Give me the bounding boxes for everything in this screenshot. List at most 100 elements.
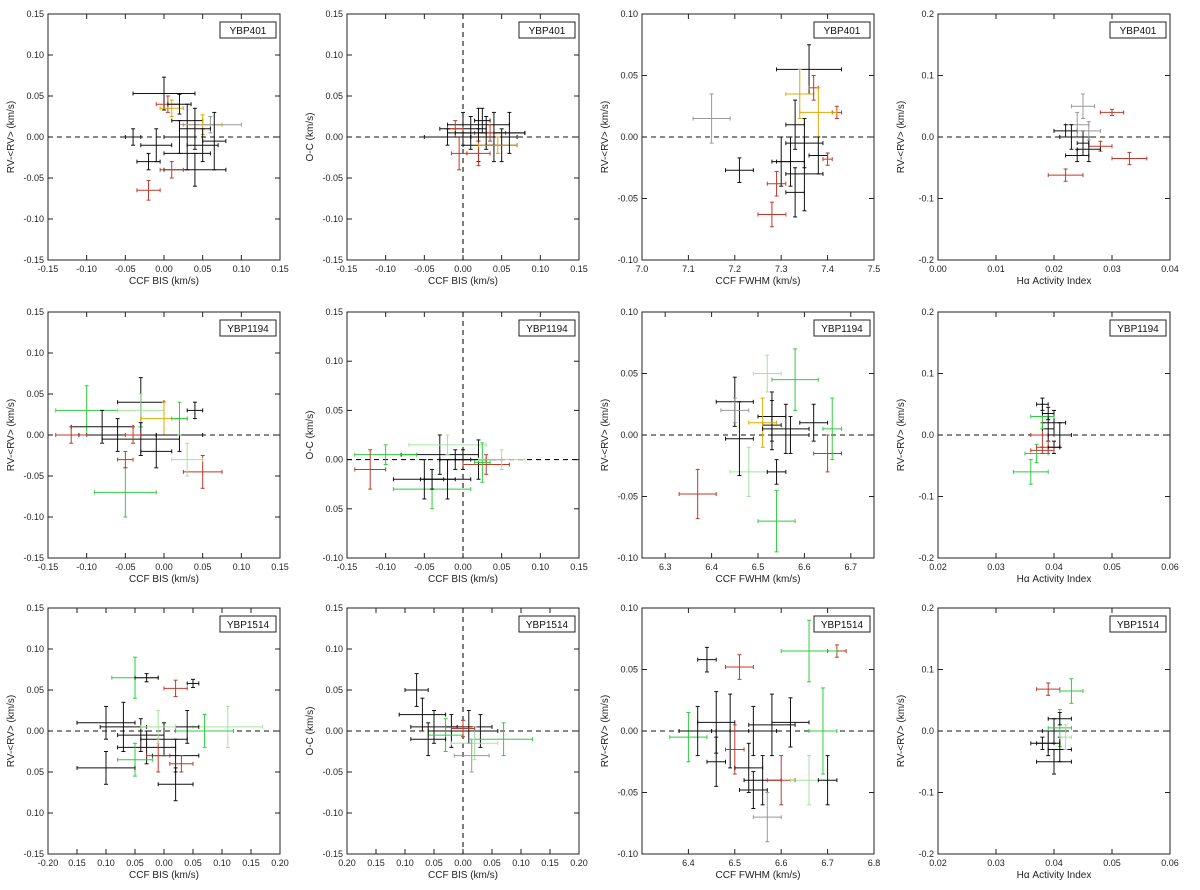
x-tick-label: -0.05 <box>414 264 435 274</box>
data-point <box>117 450 134 469</box>
data-point <box>817 755 838 806</box>
y-axis-label: RV-<RV> (km/s) <box>896 399 907 471</box>
x-tick-label: -0.10 <box>76 264 97 274</box>
data-point <box>1076 121 1101 141</box>
x-tick-label: 6.4 <box>682 858 695 868</box>
data-point <box>1047 168 1084 182</box>
y-tick-label: -0.1 <box>918 492 934 502</box>
star-label: YBP1194 <box>821 324 863 335</box>
star-label-box <box>813 21 871 39</box>
data-point <box>124 128 142 146</box>
x-tick-label: 0.06 <box>1161 858 1179 868</box>
plot-frame <box>641 13 875 261</box>
y-tick-label: 0.00 <box>26 726 44 736</box>
data-point <box>140 722 188 757</box>
data-point <box>771 416 810 454</box>
y-tick-label: -0.15 <box>23 255 44 265</box>
data-point <box>1111 151 1148 166</box>
x-tick-label: 0.15 <box>68 858 86 868</box>
x-tick-label: -0.10 <box>375 264 396 274</box>
x-tick-label: 6.8 <box>868 858 881 868</box>
data-point <box>729 446 768 497</box>
star-label: YBP401 <box>529 26 566 37</box>
x-tick-label: 6.3 <box>659 562 672 572</box>
star-label-box <box>813 319 871 337</box>
x-tick-label: 0.05 <box>425 858 443 868</box>
x-tick-label: -0.05 <box>115 562 136 572</box>
x-tick-label: -0.15 <box>38 264 59 274</box>
data-point <box>474 107 491 134</box>
x-tick-label: 0.20 <box>271 858 289 868</box>
data-point <box>692 93 731 144</box>
data-point <box>1070 93 1096 120</box>
y-tick-label: 0.15 <box>26 307 44 317</box>
x-axis-label: CCF FWHM (km/s) <box>716 574 801 585</box>
subplot-2-1: -0.15 -0.10 -0.05 0.00 0.05 0.10 0.15 -0.15 -0.1… <box>6 307 289 585</box>
x-tick-label: 0.00 <box>454 858 472 868</box>
x-tick-label: 0.05 <box>184 858 202 868</box>
data-point <box>427 718 464 752</box>
x-axis-label: CCF BIS (km/s) <box>129 276 199 287</box>
x-tick-label: 7.1 <box>682 264 695 274</box>
data-point <box>462 714 499 748</box>
y-tick-label: 0.05 <box>620 665 638 675</box>
y-tick-label: 0.05 <box>325 405 343 415</box>
data-point <box>146 738 171 773</box>
star-label-box <box>518 319 576 337</box>
x-tick-label: -0.15 <box>38 562 59 572</box>
y-tick-label: 0.2 <box>921 9 934 19</box>
x-tick-label: 0.05 <box>1103 562 1121 572</box>
data-point <box>453 738 490 773</box>
data-point <box>450 719 476 738</box>
data-point <box>1030 446 1055 454</box>
data-point <box>1076 130 1090 156</box>
data-point <box>1036 748 1072 775</box>
x-tick-label: 0.15 <box>242 858 260 868</box>
x-tick-label: 0.10 <box>532 562 550 572</box>
data-point <box>171 442 204 477</box>
data-point <box>738 771 768 809</box>
x-tick-label: 6.5 <box>752 562 765 572</box>
y-tick-label: 0.10 <box>325 50 343 60</box>
star-label-box <box>219 319 277 337</box>
data-point <box>752 792 782 843</box>
x-tick-label: 0.05 <box>126 858 144 868</box>
x-axis-label: Hα Activity Index <box>1017 276 1092 287</box>
y-tick-label: 0.15 <box>26 9 44 19</box>
data-point <box>1041 718 1067 744</box>
y-tick-label: 0.10 <box>325 644 343 654</box>
data-point <box>140 128 173 163</box>
x-tick-label: 0.03 <box>987 562 1005 572</box>
x-tick-label: 0.15 <box>271 264 289 274</box>
y-tick-label: 0.10 <box>26 808 44 818</box>
x-tick-label: 0.04 <box>1161 264 1179 274</box>
x-tick-label: 0.15 <box>570 562 588 572</box>
y-tick-label: 0.00 <box>325 132 343 142</box>
data-point <box>822 397 843 461</box>
x-tick-label: 7.3 <box>775 264 788 274</box>
data-point <box>757 201 787 228</box>
data-point <box>762 400 782 451</box>
data-point <box>1065 111 1090 138</box>
y-axis-label: RV-<RV> (km/s) <box>600 101 611 173</box>
subplot-1-3: 7.0 7.1 7.2 7.3 7.4 7.5 -0.10 -0.05 0.00 0.05 0.10… <box>600 9 880 287</box>
data-point <box>354 449 387 490</box>
y-tick-label: 0.10 <box>620 603 638 613</box>
subplot-3-3: 6.4 6.5 6.6 6.7 6.8 -0.10 -0.05 0.00 0.05 0.10 YBP… <box>600 603 880 881</box>
data-point <box>157 767 194 802</box>
x-tick-label: 0.00 <box>155 264 173 274</box>
x-tick-label: 0.05 <box>493 264 511 274</box>
data-point <box>1059 724 1072 750</box>
data-point <box>1099 108 1125 116</box>
star-label-box <box>1109 21 1167 39</box>
star-label: YBP401 <box>824 26 861 37</box>
data-point <box>1036 682 1061 696</box>
x-tick-label: 0.10 <box>233 562 251 572</box>
data-point <box>450 726 499 761</box>
data-point <box>169 755 194 773</box>
star-label-box <box>1109 319 1167 337</box>
y-tick-label: 0.2 <box>921 307 934 317</box>
data-point <box>1012 459 1049 485</box>
data-point <box>762 403 810 454</box>
x-tick-label: 0.10 <box>532 264 550 274</box>
